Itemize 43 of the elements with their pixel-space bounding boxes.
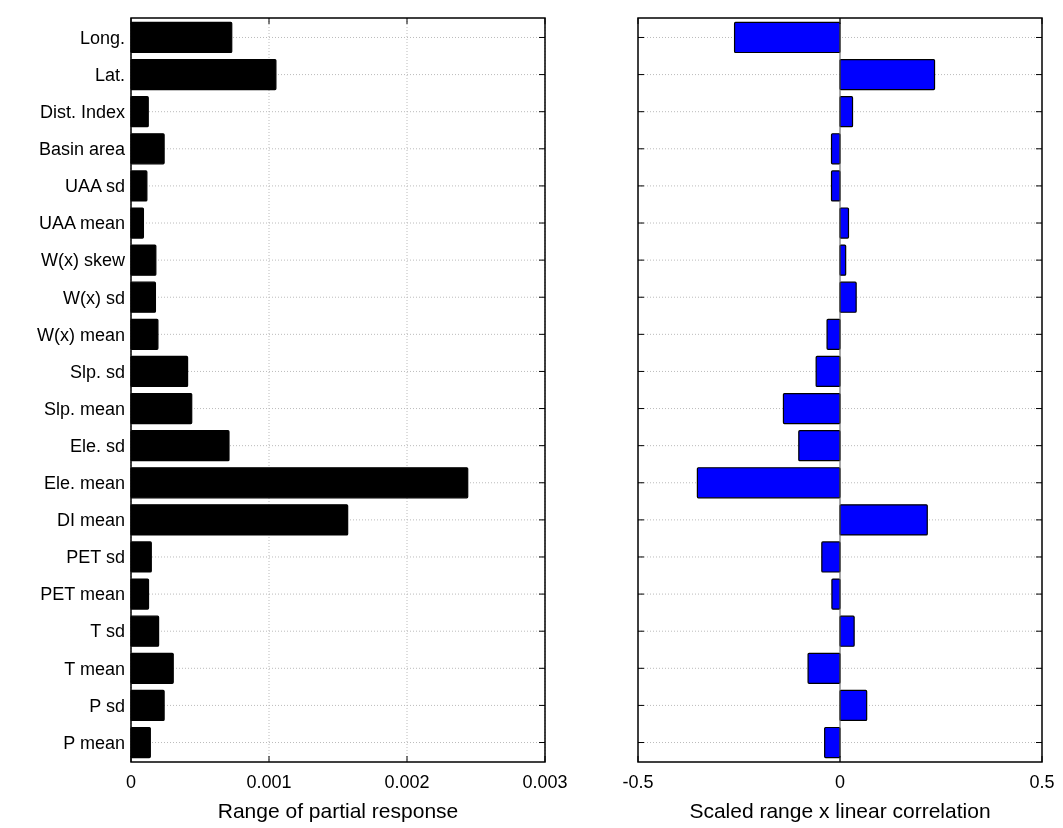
bar xyxy=(839,58,936,91)
y-tick-label: Slp. sd xyxy=(69,361,125,382)
y-tick-label: W(x) sd xyxy=(63,287,125,308)
bar xyxy=(839,689,868,722)
x-axis-title: Range of partial response xyxy=(217,799,459,822)
bar xyxy=(839,615,855,647)
y-tick-label: Lat. xyxy=(94,64,125,85)
y-tick-label: PET sd xyxy=(66,547,125,568)
x-tick-label: 0.001 xyxy=(246,772,292,792)
y-tick-label: DI mean xyxy=(56,510,125,531)
bar xyxy=(824,726,841,759)
y-tick-label: UAA sd xyxy=(64,176,125,197)
y-tick-label: Dist. Index xyxy=(39,102,125,122)
x-tick-label: 0 xyxy=(125,772,137,792)
y-tick-label: P sd xyxy=(89,695,125,716)
bar xyxy=(782,392,841,425)
bar xyxy=(839,281,857,313)
y-tick-label: PET mean xyxy=(40,584,125,605)
x-tick-label: 0.002 xyxy=(384,772,430,792)
y-tick-label: P mean xyxy=(63,732,125,753)
y-tick-label: Basin area xyxy=(38,139,126,160)
bar xyxy=(798,430,841,462)
bar xyxy=(733,21,841,54)
y-tick-label: UAA mean xyxy=(38,213,125,234)
x-axis-title: Scaled range x linear correlation xyxy=(689,799,991,822)
bar xyxy=(696,467,841,499)
x-tick-label: 0 xyxy=(834,772,846,792)
y-tick-label: Slp. mean xyxy=(43,398,125,419)
y-tick-label: Long. xyxy=(79,27,125,48)
y-tick-label: Ele. mean xyxy=(43,473,125,494)
y-tick-label: W(x) skew xyxy=(41,250,126,271)
x-tick-label: 0.5 xyxy=(1029,772,1055,792)
y-tick-label: T mean xyxy=(64,658,125,679)
x-tick-label: 0.003 xyxy=(522,772,568,792)
bar xyxy=(839,504,928,536)
y-tick-label: T sd xyxy=(90,621,125,642)
x-tick-label: -0.5 xyxy=(622,772,654,792)
bar xyxy=(826,318,841,350)
bar xyxy=(821,541,841,573)
bar xyxy=(807,652,841,684)
y-tick-label: W(x) mean xyxy=(36,324,125,345)
bar xyxy=(815,355,841,388)
y-tick-label: Ele. sd xyxy=(69,435,125,456)
